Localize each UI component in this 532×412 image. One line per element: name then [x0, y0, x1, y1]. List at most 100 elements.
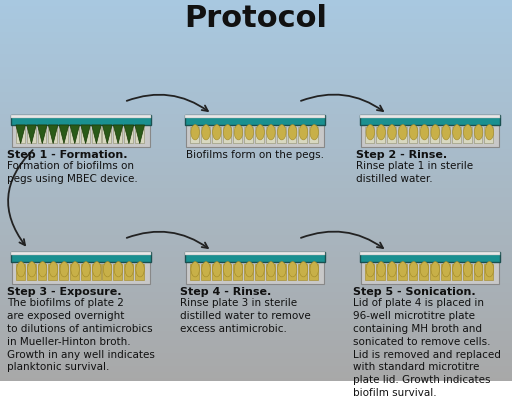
FancyBboxPatch shape: [441, 127, 450, 143]
Polygon shape: [135, 125, 145, 144]
FancyBboxPatch shape: [244, 127, 253, 143]
FancyBboxPatch shape: [473, 127, 483, 143]
FancyBboxPatch shape: [360, 115, 500, 125]
FancyBboxPatch shape: [255, 265, 264, 279]
Ellipse shape: [234, 262, 243, 277]
FancyBboxPatch shape: [185, 115, 325, 125]
FancyBboxPatch shape: [361, 121, 499, 147]
Ellipse shape: [114, 262, 123, 277]
Ellipse shape: [410, 262, 418, 277]
Ellipse shape: [485, 124, 494, 140]
FancyBboxPatch shape: [185, 252, 325, 255]
Text: Formation of biofilms on
pegs using MBEC device.: Formation of biofilms on pegs using MBEC…: [7, 162, 137, 184]
Polygon shape: [59, 125, 69, 144]
Ellipse shape: [463, 262, 472, 277]
Ellipse shape: [278, 262, 286, 277]
Ellipse shape: [453, 124, 461, 140]
FancyBboxPatch shape: [387, 265, 396, 279]
FancyBboxPatch shape: [360, 115, 500, 117]
FancyBboxPatch shape: [185, 252, 325, 262]
FancyBboxPatch shape: [360, 252, 500, 262]
FancyBboxPatch shape: [70, 127, 79, 143]
Polygon shape: [124, 125, 134, 144]
Ellipse shape: [223, 124, 232, 140]
Ellipse shape: [431, 262, 439, 277]
FancyBboxPatch shape: [92, 265, 101, 279]
Text: Step 1 - Formation.: Step 1 - Formation.: [7, 150, 127, 160]
FancyBboxPatch shape: [11, 252, 151, 255]
FancyBboxPatch shape: [11, 252, 151, 262]
FancyBboxPatch shape: [409, 265, 418, 279]
Ellipse shape: [223, 262, 232, 277]
FancyBboxPatch shape: [287, 265, 296, 279]
FancyBboxPatch shape: [298, 127, 307, 143]
FancyBboxPatch shape: [255, 127, 264, 143]
FancyBboxPatch shape: [212, 265, 221, 279]
Ellipse shape: [288, 262, 297, 277]
Ellipse shape: [191, 262, 200, 277]
FancyBboxPatch shape: [11, 115, 151, 117]
Ellipse shape: [103, 262, 112, 277]
Ellipse shape: [49, 262, 57, 277]
Ellipse shape: [377, 262, 385, 277]
Text: The biofilms of plate 2
are exposed overnight
to dilutions of antimicrobics
in M: The biofilms of plate 2 are exposed over…: [7, 298, 155, 372]
Polygon shape: [16, 125, 26, 144]
FancyBboxPatch shape: [186, 121, 324, 147]
FancyBboxPatch shape: [419, 265, 428, 279]
FancyBboxPatch shape: [12, 121, 149, 147]
FancyBboxPatch shape: [92, 127, 101, 143]
Ellipse shape: [82, 262, 90, 277]
FancyBboxPatch shape: [201, 265, 210, 279]
Ellipse shape: [310, 124, 319, 140]
FancyBboxPatch shape: [463, 127, 471, 143]
FancyBboxPatch shape: [190, 127, 199, 143]
FancyBboxPatch shape: [103, 127, 111, 143]
Ellipse shape: [288, 124, 297, 140]
FancyBboxPatch shape: [484, 265, 493, 279]
Polygon shape: [92, 125, 101, 144]
Text: Step 3 - Exposure.: Step 3 - Exposure.: [7, 287, 121, 297]
FancyBboxPatch shape: [81, 265, 90, 279]
FancyBboxPatch shape: [27, 127, 36, 143]
Ellipse shape: [420, 124, 429, 140]
FancyBboxPatch shape: [473, 265, 483, 279]
Text: Rinse plate 3 in sterile
distilled water to remove
excess antimicrobic.: Rinse plate 3 in sterile distilled water…: [180, 298, 311, 334]
Ellipse shape: [191, 124, 200, 140]
Ellipse shape: [267, 262, 275, 277]
Text: Rinse plate 1 in sterile
distilled water.: Rinse plate 1 in sterile distilled water…: [356, 162, 473, 184]
FancyBboxPatch shape: [376, 265, 385, 279]
Text: Biofilms form on the pegs.: Biofilms form on the pegs.: [186, 150, 324, 160]
Text: Protocol: Protocol: [185, 4, 328, 33]
Ellipse shape: [398, 262, 407, 277]
Polygon shape: [103, 125, 112, 144]
FancyBboxPatch shape: [135, 265, 144, 279]
Ellipse shape: [213, 124, 221, 140]
FancyBboxPatch shape: [287, 127, 296, 143]
Ellipse shape: [125, 262, 134, 277]
Ellipse shape: [366, 124, 375, 140]
FancyBboxPatch shape: [309, 265, 318, 279]
Ellipse shape: [442, 262, 450, 277]
Ellipse shape: [299, 124, 307, 140]
Ellipse shape: [388, 124, 396, 140]
FancyBboxPatch shape: [11, 115, 151, 125]
Ellipse shape: [267, 124, 275, 140]
FancyBboxPatch shape: [244, 265, 253, 279]
Ellipse shape: [256, 262, 264, 277]
FancyBboxPatch shape: [38, 127, 46, 143]
Ellipse shape: [299, 262, 307, 277]
Ellipse shape: [310, 262, 319, 277]
FancyBboxPatch shape: [309, 127, 318, 143]
Ellipse shape: [475, 262, 483, 277]
FancyBboxPatch shape: [484, 127, 493, 143]
Ellipse shape: [202, 124, 210, 140]
FancyBboxPatch shape: [113, 127, 122, 143]
Ellipse shape: [136, 262, 144, 277]
FancyBboxPatch shape: [365, 265, 374, 279]
FancyBboxPatch shape: [266, 127, 275, 143]
FancyBboxPatch shape: [59, 265, 68, 279]
FancyBboxPatch shape: [365, 127, 374, 143]
FancyBboxPatch shape: [12, 258, 149, 284]
Ellipse shape: [278, 124, 286, 140]
Ellipse shape: [398, 124, 407, 140]
